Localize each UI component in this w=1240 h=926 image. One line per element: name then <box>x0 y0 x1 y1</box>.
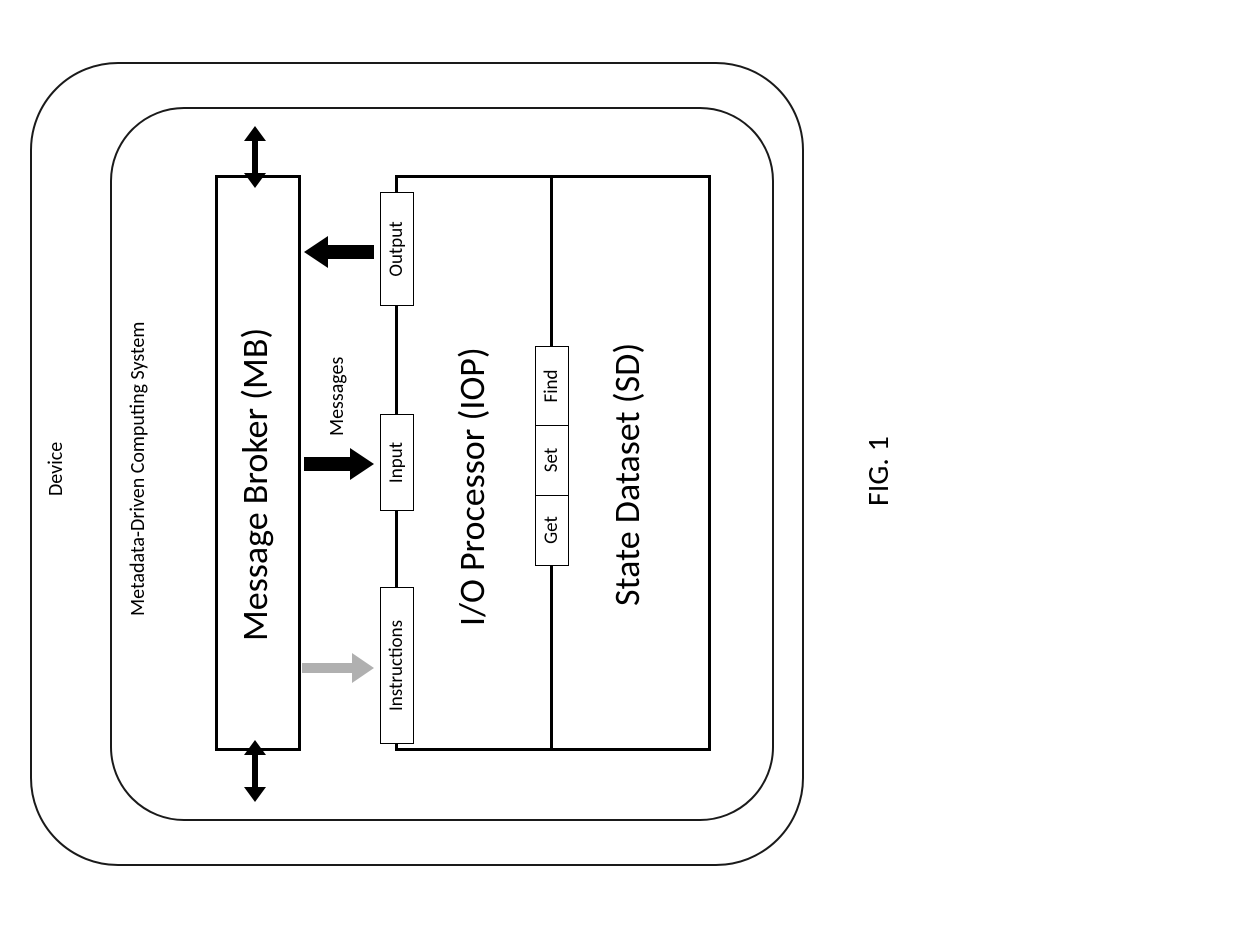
input-port-label: Input <box>385 442 408 483</box>
set-port-label: Set <box>540 448 563 472</box>
system-label: Metadata-Driven Computing System <box>126 322 150 616</box>
set-port: Set <box>535 424 569 496</box>
diagram-canvas: Device Metadata-Driven Computing System … <box>0 0 1240 926</box>
instructions-arrow-icon <box>302 653 374 683</box>
mb-label: Message Broker (MB) <box>233 328 277 641</box>
mb-right-doublearrow-icon <box>240 126 270 188</box>
messages-label: Messages <box>325 357 349 436</box>
find-port-label: Find <box>540 369 563 402</box>
sd-label: State Dataset (SD) <box>605 343 649 606</box>
output-port-label: Output <box>385 221 408 276</box>
output-port: Output <box>380 192 414 306</box>
input-port: Input <box>380 414 414 511</box>
mb-left-doublearrow-icon <box>240 740 270 802</box>
input-arrow-icon <box>304 448 374 480</box>
iop-label: I/O Processor (IOP) <box>450 347 494 626</box>
instructions-port: Instructions <box>380 587 414 744</box>
stage: Device Metadata-Driven Computing System … <box>0 0 1240 926</box>
get-port-label: Get <box>540 516 563 544</box>
figure-label: FIG. 1 <box>860 436 897 506</box>
instructions-port-label: Instructions <box>385 620 408 711</box>
device-label: Device <box>44 442 68 496</box>
output-arrow-icon <box>304 236 374 268</box>
get-port: Get <box>535 494 569 566</box>
find-port: Find <box>535 346 569 426</box>
